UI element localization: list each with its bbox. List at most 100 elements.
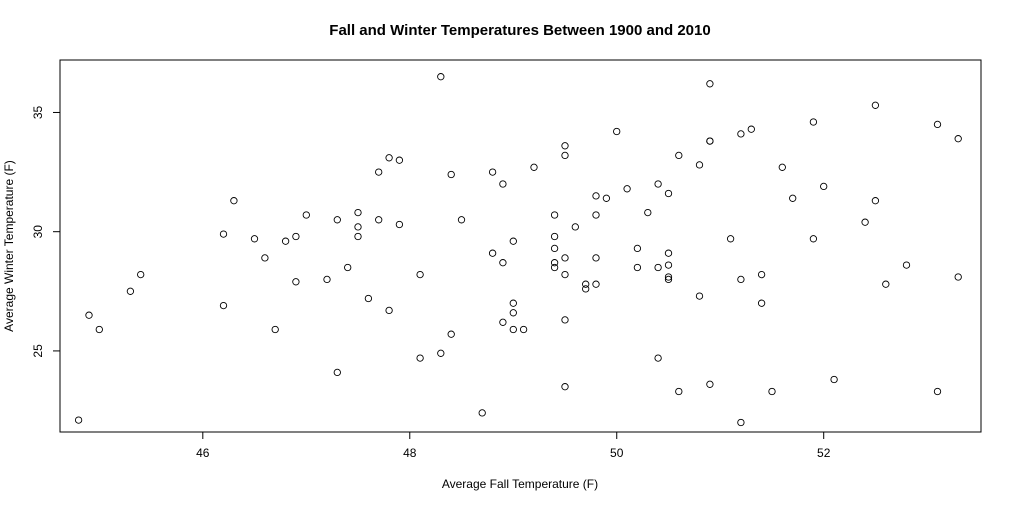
data-point <box>364 294 373 303</box>
data-point <box>706 80 714 88</box>
data-point <box>954 135 962 143</box>
data-point <box>602 194 611 202</box>
data-point <box>95 325 103 334</box>
data-point <box>664 189 673 198</box>
data-point <box>323 275 331 284</box>
data-point <box>354 232 362 241</box>
data-point <box>519 325 528 334</box>
data-point <box>333 216 341 224</box>
data-point <box>219 301 228 310</box>
data-point <box>416 270 424 279</box>
data-point <box>561 383 569 391</box>
data-point <box>809 235 818 243</box>
data-point <box>478 409 486 417</box>
data-point <box>768 387 776 396</box>
x-tick-label: 46 <box>196 446 210 460</box>
y-axis: 25 30 35 <box>31 105 60 358</box>
data-point <box>695 161 704 169</box>
data-points <box>74 73 962 427</box>
data-point <box>530 163 538 171</box>
data-point <box>344 263 352 272</box>
data-point <box>675 151 683 160</box>
data-point <box>488 168 497 176</box>
data-point <box>385 306 393 315</box>
data-point <box>582 285 590 293</box>
data-point <box>457 216 466 224</box>
y-tick-label: 30 <box>31 225 45 239</box>
data-point <box>871 101 880 109</box>
data-point <box>561 270 569 279</box>
data-point <box>488 249 497 257</box>
data-point <box>447 170 455 179</box>
data-point <box>871 197 880 205</box>
data-point <box>281 237 290 245</box>
data-point <box>375 168 383 176</box>
data-point <box>633 263 642 272</box>
data-point <box>861 218 869 226</box>
data-point <box>509 299 517 307</box>
data-point <box>250 235 259 243</box>
data-point <box>395 220 404 229</box>
data-point <box>354 223 362 231</box>
data-point <box>695 292 704 300</box>
data-point <box>592 211 600 219</box>
data-point <box>85 311 93 319</box>
data-point <box>902 261 911 269</box>
data-point <box>654 354 662 362</box>
data-point <box>757 299 766 307</box>
data-point <box>561 151 569 160</box>
data-point <box>509 325 517 334</box>
data-point <box>654 263 662 272</box>
data-point <box>395 156 404 164</box>
data-point <box>737 130 745 138</box>
data-point <box>592 192 600 200</box>
data-point <box>550 263 559 272</box>
data-point <box>385 154 393 162</box>
data-point <box>933 120 942 129</box>
data-point <box>499 180 507 188</box>
data-point <box>954 273 962 281</box>
data-point <box>882 280 890 288</box>
data-point <box>354 208 362 217</box>
data-point <box>664 273 673 281</box>
data-point <box>561 142 569 150</box>
data-point <box>778 163 786 171</box>
data-point <box>292 278 300 286</box>
data-point <box>623 185 631 193</box>
y-tick-label: 25 <box>31 344 45 358</box>
data-point <box>271 325 279 334</box>
data-point <box>706 380 714 388</box>
data-point <box>644 208 652 217</box>
data-point <box>416 354 424 362</box>
y-tick-label: 35 <box>31 105 45 119</box>
data-point <box>302 211 310 219</box>
data-point <box>737 418 745 427</box>
data-point <box>550 232 559 241</box>
data-point <box>550 244 559 253</box>
data-point <box>509 237 517 245</box>
data-point <box>499 318 507 326</box>
data-point <box>592 280 600 288</box>
x-tick-label: 48 <box>403 446 417 460</box>
data-point <box>592 254 600 262</box>
data-point <box>437 73 445 81</box>
data-point <box>613 127 621 136</box>
data-point <box>737 275 745 284</box>
data-point <box>664 249 673 257</box>
data-point <box>830 375 838 384</box>
x-axis-label: Average Fall Temperature (F) <box>442 477 598 491</box>
plot-frame <box>59 59 982 433</box>
x-axis: 46 48 50 52 <box>196 432 831 460</box>
data-point <box>509 309 517 317</box>
data-point <box>375 216 383 224</box>
data-point <box>633 244 642 253</box>
data-point <box>706 137 714 145</box>
data-point <box>230 197 238 205</box>
data-point <box>137 270 145 279</box>
data-point <box>550 211 559 219</box>
data-point <box>809 118 818 126</box>
data-point <box>292 232 300 241</box>
data-point <box>126 287 135 295</box>
data-point <box>789 194 797 202</box>
